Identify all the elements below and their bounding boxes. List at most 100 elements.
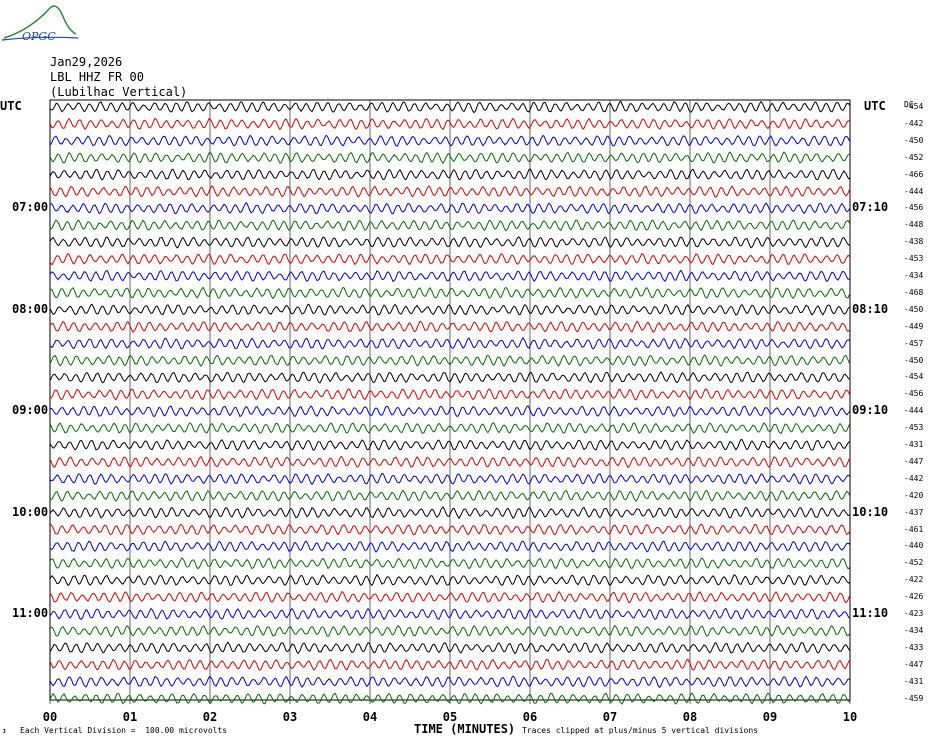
seismic-trace (50, 388, 851, 401)
scale-mark: ↕ (2, 726, 7, 735)
seismic-trace (49, 100, 851, 114)
right-time-label: 08:10 (852, 301, 889, 316)
dc-offset-label: -431 (904, 676, 924, 686)
x-tick-label: 05 (442, 710, 458, 724)
seismic-trace (49, 455, 851, 469)
dc-offset-label: -466 (904, 169, 924, 179)
seismic-trace (49, 506, 851, 520)
dc-offset-label: -426 (904, 592, 924, 602)
seismic-trace (49, 201, 851, 215)
x-tick-label: 10 (842, 710, 858, 724)
seismic-trace (49, 489, 851, 503)
dc-offset-label: -433 (904, 642, 924, 652)
seismic-trace (49, 641, 851, 655)
dc-offset-label: -468 (904, 287, 924, 297)
seismic-trace (49, 117, 851, 131)
seismic-trace (49, 404, 851, 418)
dc-offset-label: -456 (904, 203, 924, 213)
station-location: (Lubilhac Vertical) (50, 85, 188, 99)
utc-right-label: UTC (864, 99, 886, 113)
dc-offset-label: -444 (904, 406, 924, 416)
dc-offset-label: -456 (904, 389, 924, 399)
x-tick-label: 07 (602, 710, 618, 724)
seismic-trace (49, 540, 851, 553)
clip-note: Traces clipped at plus/minus 5 vertical … (522, 726, 759, 735)
left-time-label: 09:00 (12, 403, 49, 418)
svg-text:OPGC: OPGC (22, 30, 56, 43)
dc-offset-label: -434 (904, 625, 924, 635)
seismic-trace (49, 185, 851, 198)
scale-note: Each Vertical Division = 100.00 microvol… (20, 726, 228, 735)
left-time-label: 07:00 (12, 200, 49, 215)
dc-offset-label: -434 (904, 271, 924, 280)
seismic-trace (49, 692, 851, 705)
seismic-trace (49, 354, 851, 367)
dc-offset-label: -442 (904, 118, 924, 128)
x-tick-label: 08 (682, 710, 698, 724)
seismic-trace (49, 336, 851, 350)
dc-offset-label: -423 (904, 609, 924, 619)
dc-offset-label: -449 (904, 321, 924, 331)
plot-date: Jan29,2026 (50, 55, 123, 69)
dc-header: DC (904, 100, 914, 109)
dc-offset-label: -448 (904, 220, 924, 230)
x-axis-label: TIME (MINUTES) (414, 722, 516, 736)
seismic-trace (49, 219, 851, 232)
seismic-trace (49, 371, 851, 384)
right-time-label: 07:10 (852, 200, 889, 215)
dc-offset-label: -459 (904, 693, 924, 703)
seismic-trace (49, 252, 851, 266)
seismic-trace (49, 168, 851, 181)
seismic-trace (49, 675, 851, 688)
x-tick-label: 01 (122, 710, 138, 724)
seismic-trace (49, 151, 851, 165)
dc-offset-label: -447 (904, 659, 924, 669)
dc-offset-label: -450 (904, 304, 924, 314)
seismic-trace (49, 421, 851, 435)
dc-offset-label: -452 (904, 558, 924, 568)
dc-offset-label: -450 (904, 135, 924, 145)
x-tick-label: 04 (362, 710, 378, 724)
left-time-label: 11:00 (12, 606, 49, 621)
dc-offset-label: -457 (904, 338, 924, 348)
dc-offset-label: -442 (904, 473, 924, 483)
x-tick-label: 02 (202, 710, 218, 724)
right-time-label: 10:10 (852, 504, 889, 519)
seismic-trace (49, 134, 851, 148)
seismic-trace (49, 320, 851, 333)
x-tick-label: 09 (762, 710, 778, 724)
seismic-trace (49, 624, 851, 638)
seismic-trace (49, 472, 851, 486)
dc-offset-label: -454 (904, 372, 924, 382)
seismic-trace (49, 236, 851, 249)
dc-offset-label: -420 (904, 490, 924, 500)
seismic-trace (49, 573, 851, 587)
right-time-label: 09:10 (852, 403, 889, 418)
dc-offset-label: -453 (904, 254, 924, 264)
dc-offset-label: -461 (904, 524, 924, 534)
dc-offset-label: -447 (904, 456, 924, 466)
utc-left-label: UTC (0, 99, 22, 113)
dc-offset-label: -453 (904, 423, 924, 433)
seismic-trace (49, 556, 851, 570)
dc-offset-label: -438 (904, 237, 924, 247)
opgc-logo: OPGC (0, 0, 80, 44)
seismic-trace (49, 607, 851, 621)
seismic-trace (49, 269, 851, 283)
left-time-label: 08:00 (12, 301, 49, 316)
seismic-trace (49, 303, 851, 316)
seismic-trace (49, 658, 851, 671)
seismic-trace (49, 286, 851, 300)
x-tick-label: 06 (522, 710, 538, 724)
x-tick-label: 03 (282, 710, 298, 724)
dc-offset-label: -437 (904, 507, 924, 517)
dc-offset-label: -454 (904, 102, 924, 111)
x-tick-label: 00 (42, 710, 58, 724)
dc-offset-label: -452 (904, 152, 924, 162)
dc-offset-label: -431 (904, 440, 924, 450)
logo-graphic: OPGC (1, 5, 79, 43)
seismic-trace (49, 438, 851, 451)
dc-offset-label: -444 (904, 186, 924, 196)
dc-offset-label: -450 (904, 355, 924, 365)
